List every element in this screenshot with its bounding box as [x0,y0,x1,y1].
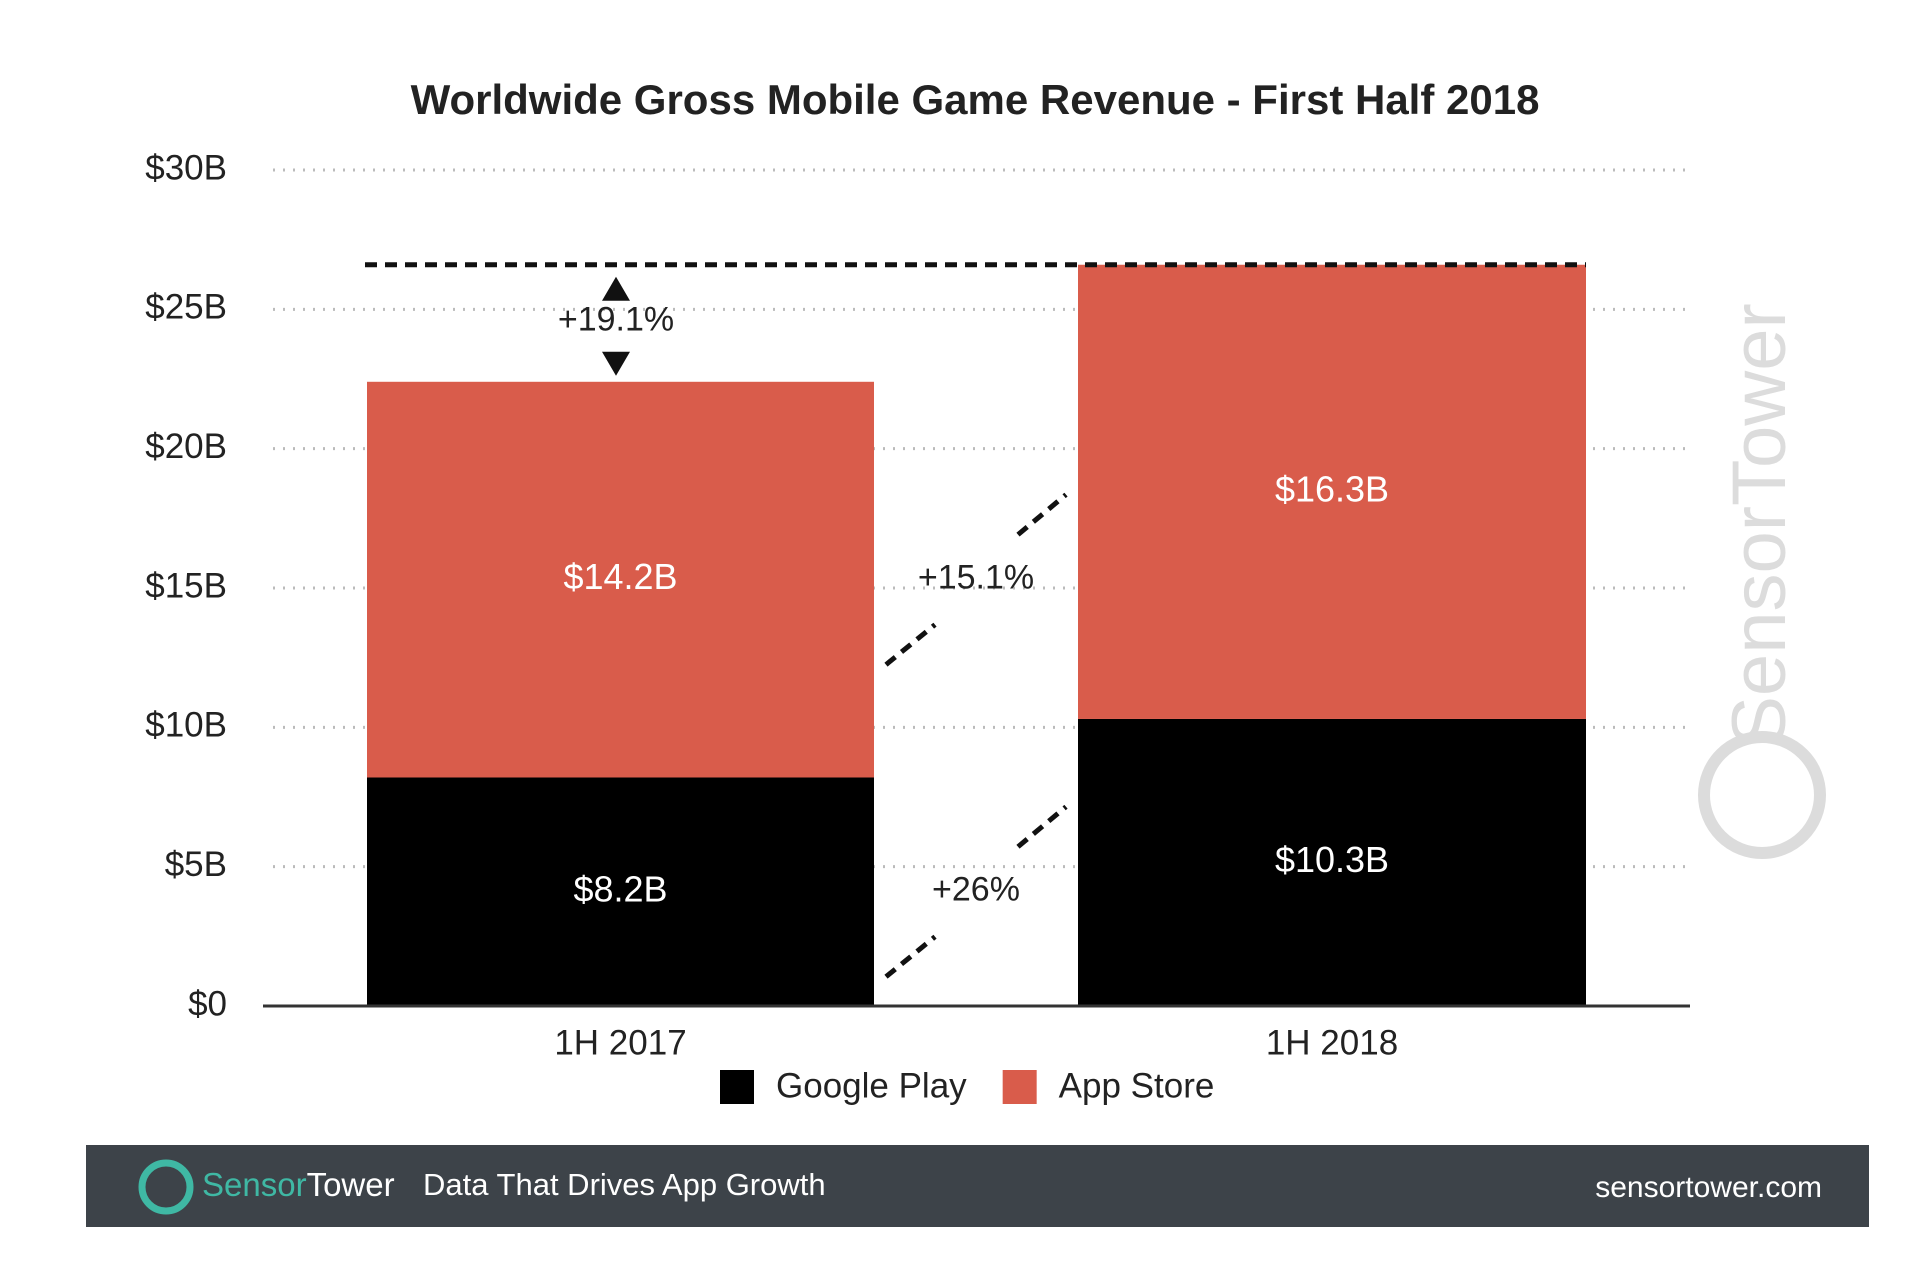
y-tick-label: $10B [145,706,227,745]
footer-brand-first: Sensor [202,1166,307,1203]
y-tick-label: $5B [165,845,227,884]
footer-url: sensortower.com [1595,1171,1822,1204]
legend-swatch [1002,1070,1037,1104]
legend-label: Google Play [776,1066,967,1105]
footer-logo [138,1159,194,1215]
annotation-arrow [602,276,630,376]
value-label: $8.2B [573,868,667,909]
footer-band [86,1145,1869,1227]
value-label: $16.3B [1275,468,1389,509]
legend-swatch [720,1070,754,1104]
annotation-line [884,622,937,667]
y-tick-label: $30B [145,148,227,187]
x-tick-label: 1H 2018 [1266,1023,1398,1062]
footer-tagline: Data That Drives App Growth [423,1167,826,1202]
chart-title: Worldwide Gross Mobile Game Revenue - Fi… [411,76,1540,123]
bar-segment [1078,718,1586,1006]
y-tick-label: $15B [145,566,227,605]
footer-brand: SensorTower [202,1166,395,1203]
value-label: $14.2B [563,556,677,597]
annotation: +26% [932,871,1020,909]
footer-brand-second: Tower [307,1166,395,1203]
y-tick-label: $0 [188,984,227,1023]
annotation: +15.1% [918,559,1034,597]
watermark: SensorTower [1698,303,1826,859]
x-tick-label: 1H 2017 [554,1023,686,1062]
annotation: +19.1% [558,300,674,338]
watermark-logo [1698,731,1826,859]
bar-segment [367,777,874,1006]
legend-label: App Store [1059,1066,1215,1105]
value-label: $10.3B [1275,839,1389,880]
bar-segment [367,381,874,778]
watermark-text: SensorTower [1717,303,1802,747]
annotation-line [1016,804,1068,849]
y-tick-label: $20B [145,427,227,466]
annotation-line [1016,492,1068,537]
y-tick-label: $25B [145,288,227,327]
bar-segment [1078,264,1586,719]
annotation-line [884,934,937,979]
